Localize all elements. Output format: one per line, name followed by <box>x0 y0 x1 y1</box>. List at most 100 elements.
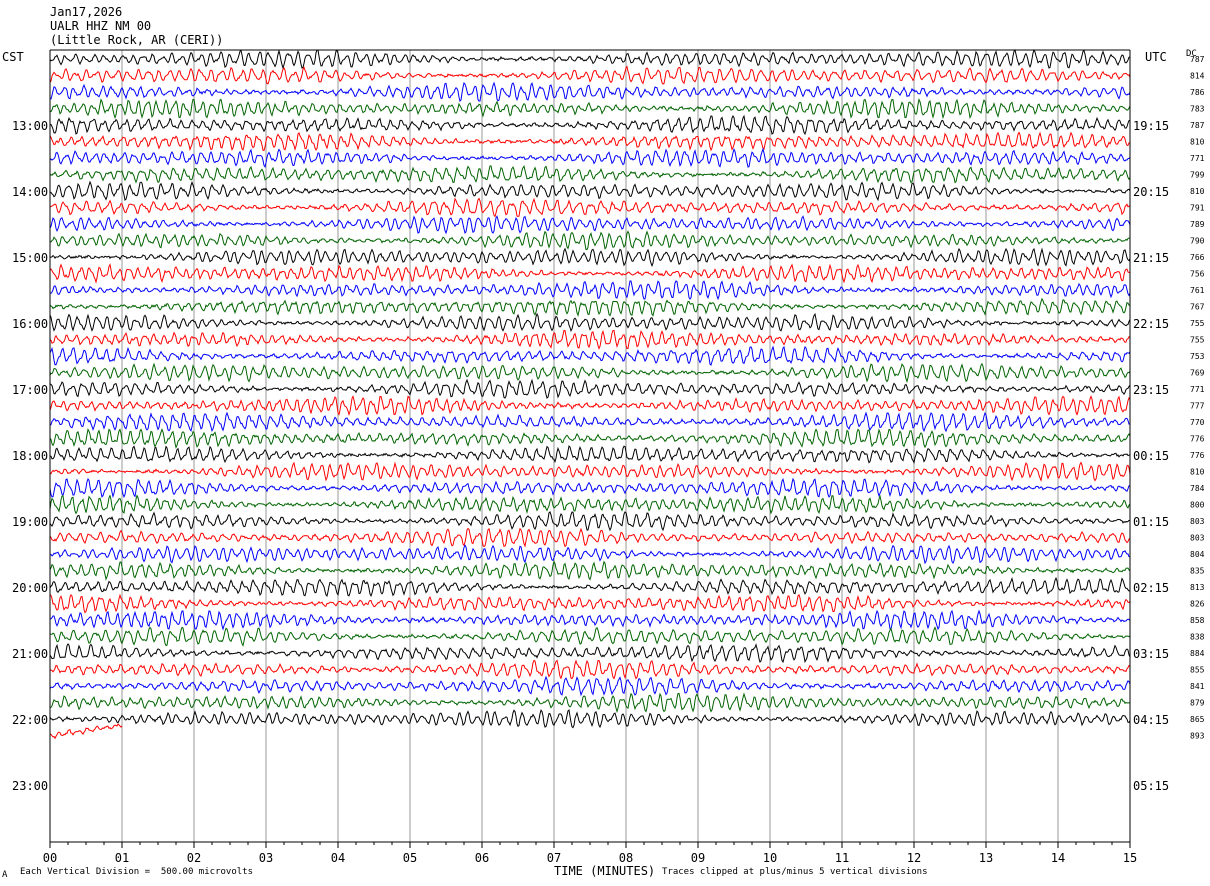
trace-26 <box>49 461 1131 482</box>
dc-offset-22: 777 <box>1190 402 1205 411</box>
x-tick-label-06: 06 <box>475 851 489 865</box>
cst-hour-label-0: 13:00 <box>12 119 48 133</box>
dc-offset-17: 755 <box>1190 319 1205 328</box>
cst-hour-label-10: 23:00 <box>12 779 48 793</box>
minute-gridlines <box>121 50 1059 842</box>
dc-offset-7: 771 <box>1190 154 1205 163</box>
cst-hour-label-8: 21:00 <box>12 647 48 661</box>
trace-30 <box>49 527 1131 548</box>
cst-hour-label-4: 17:00 <box>12 383 48 397</box>
dc-offset-27: 784 <box>1190 484 1205 493</box>
trace-4 <box>49 98 1131 120</box>
cst-hour-label-1: 14:00 <box>12 185 48 199</box>
dc-offset-4: 783 <box>1190 105 1205 114</box>
trace-34 <box>49 593 1131 614</box>
trace-11 <box>49 215 1131 235</box>
trace-39 <box>49 675 1131 697</box>
dc-offset-6: 810 <box>1190 138 1205 147</box>
trace-37 <box>49 643 1131 664</box>
x-tick-label-15: 15 <box>1123 851 1137 865</box>
dc-offset-2: 814 <box>1190 72 1205 81</box>
dc-offset-40: 879 <box>1190 699 1205 708</box>
trace-27 <box>49 477 1130 499</box>
trace-18 <box>49 329 1131 350</box>
dc-offset-8: 799 <box>1190 171 1205 180</box>
trace-41 <box>49 709 1131 729</box>
trace-8 <box>49 164 1131 184</box>
right-timezone-label: UTC <box>1145 50 1167 64</box>
x-tick-label-01: 01 <box>115 851 129 865</box>
trace-3 <box>49 81 1131 102</box>
utc-hour-label-2: 21:15 <box>1133 251 1169 265</box>
dc-offset-1: 787 <box>1190 55 1205 64</box>
dc-offset-5: 787 <box>1190 121 1205 130</box>
x-axis-ticks: 00 01 02 03 04 05 06 07 08 09 10 11 12 13 14 15 <box>43 842 1137 865</box>
dc-offset-30: 803 <box>1190 534 1205 543</box>
dc-offset-14: 756 <box>1190 270 1205 279</box>
trace-15 <box>50 280 1131 301</box>
x-tick-label-09: 09 <box>691 851 705 865</box>
x-tick-label-00: 00 <box>43 851 57 865</box>
trace-32 <box>49 560 1131 581</box>
x-tick-label-08: 08 <box>619 851 633 865</box>
trace-42 <box>49 723 123 740</box>
dc-offset-38: 855 <box>1190 666 1205 675</box>
trace-17 <box>49 312 1131 333</box>
dc-offset-26: 810 <box>1190 468 1205 477</box>
utc-hour-label-10: 05:15 <box>1133 779 1169 793</box>
trace-20 <box>49 362 1131 383</box>
dc-offset-18: 755 <box>1190 336 1205 345</box>
x-axis-title: TIME (MINUTES) <box>554 864 656 878</box>
trace-16 <box>49 297 1131 317</box>
utc-hour-label-8: 03:15 <box>1133 647 1169 661</box>
trace-23 <box>49 411 1131 433</box>
dc-offset-10: 791 <box>1190 204 1205 213</box>
dc-offset-11: 789 <box>1190 220 1205 229</box>
trace-40 <box>49 692 1131 714</box>
trace-24 <box>49 428 1131 449</box>
x-tick-label-03: 03 <box>259 851 273 865</box>
utc-hour-label-1: 20:15 <box>1133 185 1169 199</box>
dc-offset-19: 753 <box>1190 352 1205 361</box>
cst-hour-label-2: 15:00 <box>12 251 48 265</box>
trace-21 <box>49 378 1131 399</box>
station-label: UALR HHZ NM 00 <box>50 19 152 33</box>
utc-hour-label-5: 00:15 <box>1133 449 1169 463</box>
dc-offset-25: 776 <box>1190 451 1205 460</box>
cst-hour-label-6: 19:00 <box>12 515 48 529</box>
trace-33 <box>49 576 1131 598</box>
dc-offset-20: 769 <box>1190 369 1205 378</box>
dc-offset-35: 858 <box>1190 616 1205 625</box>
trace-1 <box>49 49 1131 70</box>
x-tick-label-12: 12 <box>907 851 921 865</box>
trace-19 <box>49 345 1131 366</box>
dc-offset-16: 767 <box>1190 303 1205 312</box>
trace-22 <box>49 395 1131 417</box>
dc-offset-42: 893 <box>1190 732 1205 741</box>
x-tick-label-10: 10 <box>763 851 777 865</box>
utc-hour-label-3: 22:15 <box>1133 317 1169 331</box>
trace-7 <box>49 147 1131 168</box>
utc-hour-label-4: 23:15 <box>1133 383 1169 397</box>
cst-hour-label-3: 16:00 <box>12 317 48 331</box>
trace-6 <box>49 131 1131 152</box>
location-label: (Little Rock, AR (CERI)) <box>50 33 224 47</box>
x-tick-label-07: 07 <box>547 851 561 865</box>
dc-offset-21: 771 <box>1190 385 1205 394</box>
utc-hour-label-6: 01:15 <box>1133 515 1169 529</box>
clip-note: Traces clipped at plus/minus 5 vertical … <box>662 867 928 877</box>
utc-hour-label-7: 02:15 <box>1133 581 1169 595</box>
cst-hour-label-7: 20:00 <box>12 581 48 595</box>
dc-offset-15: 761 <box>1190 286 1205 295</box>
trace-35 <box>49 609 1131 631</box>
dc-offset-32: 835 <box>1190 567 1205 576</box>
dc-label: DC <box>1186 49 1197 59</box>
seismic-traces <box>49 49 1131 740</box>
trace-31 <box>49 544 1131 565</box>
trace-36 <box>49 626 1131 647</box>
dc-offset-29: 803 <box>1190 517 1205 526</box>
trace-9 <box>49 180 1131 202</box>
dc-offset-39: 841 <box>1190 682 1205 691</box>
trace-12 <box>49 230 1131 250</box>
x-tick-label-04: 04 <box>331 851 345 865</box>
